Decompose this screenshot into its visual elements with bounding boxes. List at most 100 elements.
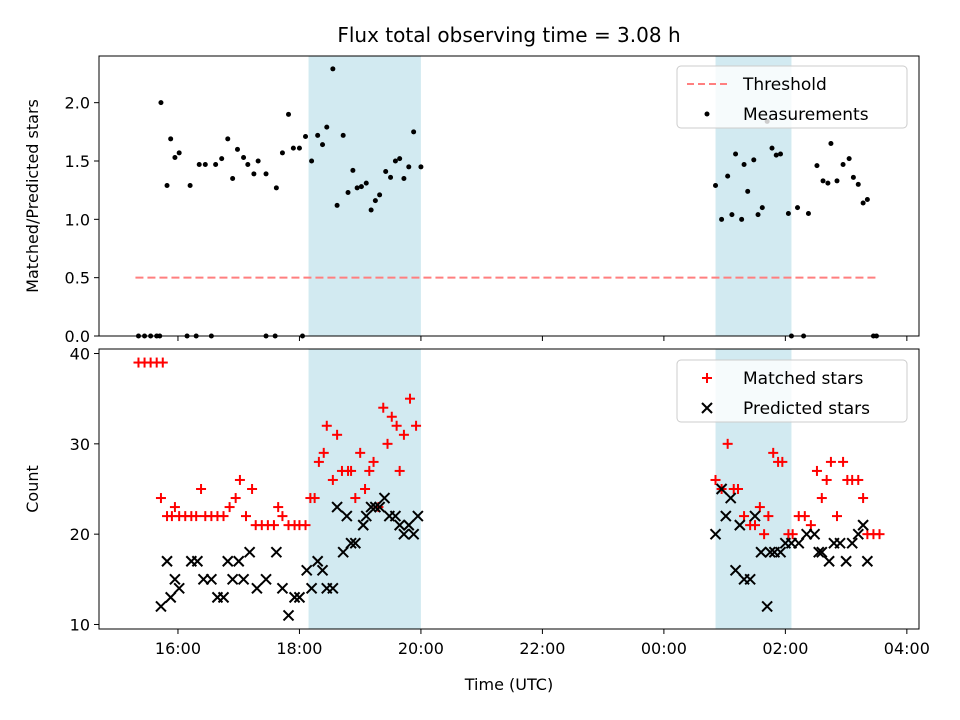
measurements-point-42: [372, 198, 378, 204]
matched-stars-point-36: [318, 447, 329, 458]
measurements-point-58: [713, 183, 719, 188]
matched-stars-point-32: [300, 520, 311, 531]
matched-stars-point-12: [191, 511, 202, 522]
predicted-stars-point-50-b: [724, 492, 737, 504]
measurements-point-59: [719, 216, 725, 222]
measurements-point-24: [279, 150, 285, 156]
predicted-stars-point-4: [173, 582, 185, 595]
measurements-point-63: [739, 216, 745, 222]
x-tick-label-4: 00:00: [641, 639, 687, 658]
measurements-point-83: [850, 174, 856, 180]
predicted-stars-point-47: [709, 528, 722, 540]
predicted-stars-point-16-b: [251, 582, 263, 595]
measurements-point-66: [751, 157, 757, 163]
predicted-stars-point-3-b: [169, 573, 181, 586]
predicted-stars-point-25-b: [311, 555, 324, 567]
predicted-stars-point-46: [412, 510, 424, 522]
predicted-stars-point-11-b: [222, 555, 234, 567]
x-tick-label-1: 18:00: [276, 639, 322, 658]
predicted-stars-point-74-b: [857, 519, 869, 531]
matched-stars-point-70: [777, 456, 788, 467]
measurements-point-12: [202, 162, 208, 167]
measurements-point-33: [330, 66, 336, 72]
predicted-stars-point-39-b: [378, 492, 391, 504]
predicted-stars-point-45-b: [407, 528, 420, 540]
predicted-stars-series: [155, 483, 874, 622]
measurements-legend-swatch: [704, 111, 710, 117]
predicted-stars-point-65-b: [808, 528, 821, 540]
count-ytick-label-1: 20: [70, 525, 90, 544]
predicted-stars-point-55-b: [749, 510, 761, 522]
matched-stars-point-43: [350, 493, 361, 504]
count-ytick-label-2: 30: [70, 435, 90, 454]
predicted-stars-point-58-b: [764, 546, 776, 558]
predicted-stars-point-32-b: [345, 537, 357, 549]
ratio-legend-box: [676, 65, 908, 129]
count-panel: 10 20 30 40 16:00 18:00 20:00 22:00 00:00 02:00 0…: [23, 345, 930, 694]
predicted-stars-point-67: [816, 546, 828, 558]
measurements-point-13: [213, 162, 219, 167]
measurements-point-11: [196, 162, 202, 167]
predicted-stars-point-20-b: [282, 609, 295, 622]
measurements-point-50: [411, 129, 417, 135]
measurements-point-15: [225, 136, 231, 142]
predicted-stars-point-13-b: [232, 555, 245, 567]
predicted-stars-point-24-b: [305, 582, 318, 595]
predicted-stars-point-56-b: [755, 546, 767, 558]
measurements-point-6: [164, 183, 170, 188]
matched-stars-point-35: [313, 456, 324, 467]
matched-stars-point-45: [360, 484, 371, 494]
predicted-stars-point-72: [846, 537, 858, 549]
ratio-ytick-label-1: 0.5: [65, 269, 90, 288]
measurements-point-49: [406, 164, 412, 170]
predicted-stars-point-14: [237, 573, 250, 586]
matched-stars-series: [133, 357, 885, 540]
predicted-stars-point-8-b: [205, 573, 218, 586]
predicted-stars-point-70: [834, 537, 846, 549]
predicted-stars-point-41: [389, 510, 402, 522]
predicted-stars-point-8: [205, 573, 218, 586]
ratio-ytick-label-0: 0.0: [65, 327, 90, 346]
predicted-stars-point-33: [349, 537, 362, 549]
predicted-stars-point-44-b: [403, 519, 415, 531]
measurements-point-40: [363, 180, 369, 186]
matched-stars-point-42: [346, 465, 357, 476]
measurements-point-16: [230, 176, 236, 181]
measurements-point-22: [263, 171, 269, 177]
matched-stars-point-52: [391, 420, 402, 431]
predicted-stars-point-45: [407, 528, 420, 540]
matched-stars-point-26: [268, 520, 279, 531]
x-tick-label-3: 22:00: [519, 639, 565, 658]
ratio-y-axis-label: Matched/Predicted stars: [23, 99, 42, 293]
matched-stars-point-74: [799, 511, 810, 522]
measurements-point-44: [383, 169, 389, 174]
predicted-stars-point-35-b: [360, 510, 372, 522]
measurements-point-19: [245, 162, 251, 167]
predicted-stars-point-63-b: [793, 537, 805, 549]
matched-stars-point-79: [825, 456, 836, 467]
matched-stars-point-80: [832, 511, 842, 522]
predicted-stars-point-30: [337, 546, 349, 558]
measurements-point-34: [334, 202, 340, 208]
predicted-stars-point-46-b: [412, 510, 424, 522]
x-tick-label-2: 20:00: [398, 639, 444, 658]
matched-stars-point-67: [763, 511, 774, 522]
predicted-stars-point-0: [155, 600, 167, 613]
measurements-point-35: [340, 132, 346, 138]
predicted-stars-point-36-b: [365, 501, 377, 513]
predicted-stars-point-6: [191, 555, 204, 567]
predicted-stars-point-26: [316, 564, 329, 576]
count-ytick-label-0: 10: [70, 615, 90, 634]
measurements-point-14: [219, 156, 225, 162]
predicted-stars-point-31-b: [341, 510, 353, 522]
predicted-stars-legend-marker-b: [701, 402, 713, 414]
matched-stars-point-22: [247, 484, 258, 494]
predicted-stars-point-41-b: [389, 510, 402, 522]
matched-stars-point-77: [816, 493, 827, 504]
ratio-shade-0: [308, 56, 421, 336]
measurements-legend-label: Measurements: [743, 105, 869, 125]
measurements-point-29: [309, 158, 315, 164]
predicted-stars-point-37-b: [369, 501, 382, 513]
measurements-point-62: [733, 151, 739, 157]
predicted-stars-legend-label: Predicted stars: [743, 399, 870, 419]
